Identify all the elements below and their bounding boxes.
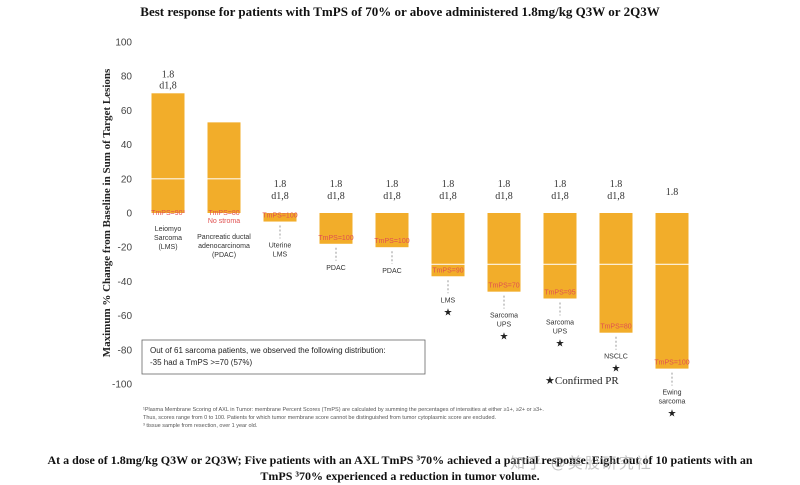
y-tick-label: 100 bbox=[115, 38, 132, 49]
bar bbox=[207, 122, 241, 213]
y-tick-label: -100 bbox=[112, 380, 132, 391]
bar bbox=[375, 213, 409, 248]
tmps-label: TmPS=100 bbox=[318, 235, 353, 242]
y-tick-label: 40 bbox=[121, 140, 133, 151]
dose-label: 1.8 bbox=[274, 179, 287, 190]
footnote: Thus, scores range from 0 to 100. Patien… bbox=[143, 415, 497, 421]
dose-label: d1,8 bbox=[439, 191, 457, 202]
confirmed-pr-star: ★ bbox=[556, 339, 565, 350]
dose-label: 1.8 bbox=[554, 179, 567, 190]
dose-label: d1,8 bbox=[159, 80, 177, 91]
category-label: LMS bbox=[441, 297, 456, 304]
y-tick-label: -40 bbox=[118, 277, 133, 288]
category-label: Sarcoma bbox=[546, 320, 574, 327]
tmps-label: TmPS=90³ bbox=[151, 210, 185, 217]
category-label: NSCLC bbox=[604, 354, 628, 361]
category-label: Sarcoma bbox=[490, 313, 518, 320]
bar bbox=[543, 213, 577, 299]
dose-label: d1,8 bbox=[607, 191, 625, 202]
y-tick-label: -20 bbox=[118, 243, 133, 254]
dose-label: d1,8 bbox=[551, 191, 569, 202]
category-label: PDAC bbox=[382, 268, 401, 275]
footnote: ³ tissue sample from resection, over 1 y… bbox=[143, 423, 258, 429]
category-label: Leiomyo bbox=[155, 226, 182, 233]
category-label: Pancreatic ductal bbox=[197, 234, 251, 241]
bar bbox=[319, 213, 353, 244]
bar bbox=[263, 213, 297, 222]
bar bbox=[487, 213, 521, 292]
category-label: PDAC bbox=[326, 265, 345, 272]
y-tick-label: -60 bbox=[118, 311, 133, 322]
category-label: Uterine bbox=[269, 243, 292, 250]
confirmed-pr-legend: ★Confirmed PR bbox=[545, 375, 619, 387]
dose-label: 1.8 bbox=[498, 179, 511, 190]
dose-label: d1,8 bbox=[383, 191, 401, 202]
tmps-label: TmPS=95 bbox=[544, 290, 575, 297]
y-tick-label: 60 bbox=[121, 106, 133, 117]
tmps-label: TmPS=80 bbox=[208, 210, 239, 217]
caption-line-2: TmPS ³70% experienced a reduction in tum… bbox=[260, 469, 540, 483]
y-tick-label: 80 bbox=[121, 72, 133, 83]
dose-label: d1,8 bbox=[327, 191, 345, 202]
y-tick-label: -80 bbox=[118, 345, 133, 356]
category-label: adenocarcinoma bbox=[198, 243, 250, 250]
category-label: UPS bbox=[553, 329, 568, 336]
confirmed-pr-star: ★ bbox=[612, 364, 621, 375]
category-label: sarcoma bbox=[659, 399, 686, 406]
chart-title: Best response for patients with TmPS of … bbox=[140, 4, 660, 19]
tmps-label: TmPS=70 bbox=[488, 283, 519, 290]
y-axis-label: Maximum % Change from Baseline in Sum of… bbox=[101, 68, 113, 357]
dose-label: 1.8 bbox=[330, 179, 343, 190]
y-tick-label: 0 bbox=[126, 209, 132, 220]
note-box-line: Out of 61 sarcoma patients, we observed … bbox=[150, 346, 386, 355]
y-tick-label: 20 bbox=[121, 174, 133, 185]
bar bbox=[599, 213, 633, 333]
footnote: ¹Plasma Membrane Scoring of AXL in Tumor… bbox=[143, 407, 544, 413]
category-label: (LMS) bbox=[158, 244, 177, 251]
dose-label: 1.8 bbox=[442, 179, 455, 190]
note-box bbox=[141, 339, 426, 375]
bar bbox=[431, 213, 465, 277]
dose-label: 1.8 bbox=[666, 187, 679, 198]
confirmed-pr-star: ★ bbox=[668, 409, 677, 420]
dose-label: 1.8 bbox=[162, 69, 175, 80]
tmps-label: TmPS=100 bbox=[262, 213, 297, 220]
bar bbox=[151, 93, 185, 213]
confirmed-pr-star: ★ bbox=[500, 332, 509, 343]
category-label: Ewing bbox=[662, 390, 681, 397]
tmps-label: No stroma bbox=[208, 218, 240, 225]
category-label: LMS bbox=[273, 252, 288, 259]
tmps-label: TmPS=90 bbox=[432, 267, 463, 274]
caption-line-1: At a dose of 1.8mg/kg Q3W or 2Q3W; Five … bbox=[47, 453, 753, 467]
tmps-label: TmPS=100 bbox=[654, 360, 689, 367]
caption: At a dose of 1.8mg/kg Q3W or 2Q3W; Five … bbox=[0, 452, 800, 484]
confirmed-pr-star: ★ bbox=[444, 307, 453, 318]
watermark: 知乎 @美股研究社 bbox=[510, 454, 653, 472]
dose-label: d1,8 bbox=[495, 191, 513, 202]
dose-label: 1.8 bbox=[610, 179, 623, 190]
category-label: UPS bbox=[497, 322, 512, 329]
category-label: Sarcoma bbox=[154, 235, 182, 242]
category-label: (PDAC) bbox=[212, 252, 236, 259]
tmps-label: TmPS=80 bbox=[600, 324, 631, 331]
dose-label: d1,8 bbox=[271, 191, 289, 202]
dose-label: 1.8 bbox=[386, 179, 399, 190]
tmps-label: TmPS=100 bbox=[374, 238, 409, 245]
bar bbox=[655, 213, 689, 369]
note-box-line: -35 had a TmPS >=70 (57%) bbox=[150, 358, 252, 367]
